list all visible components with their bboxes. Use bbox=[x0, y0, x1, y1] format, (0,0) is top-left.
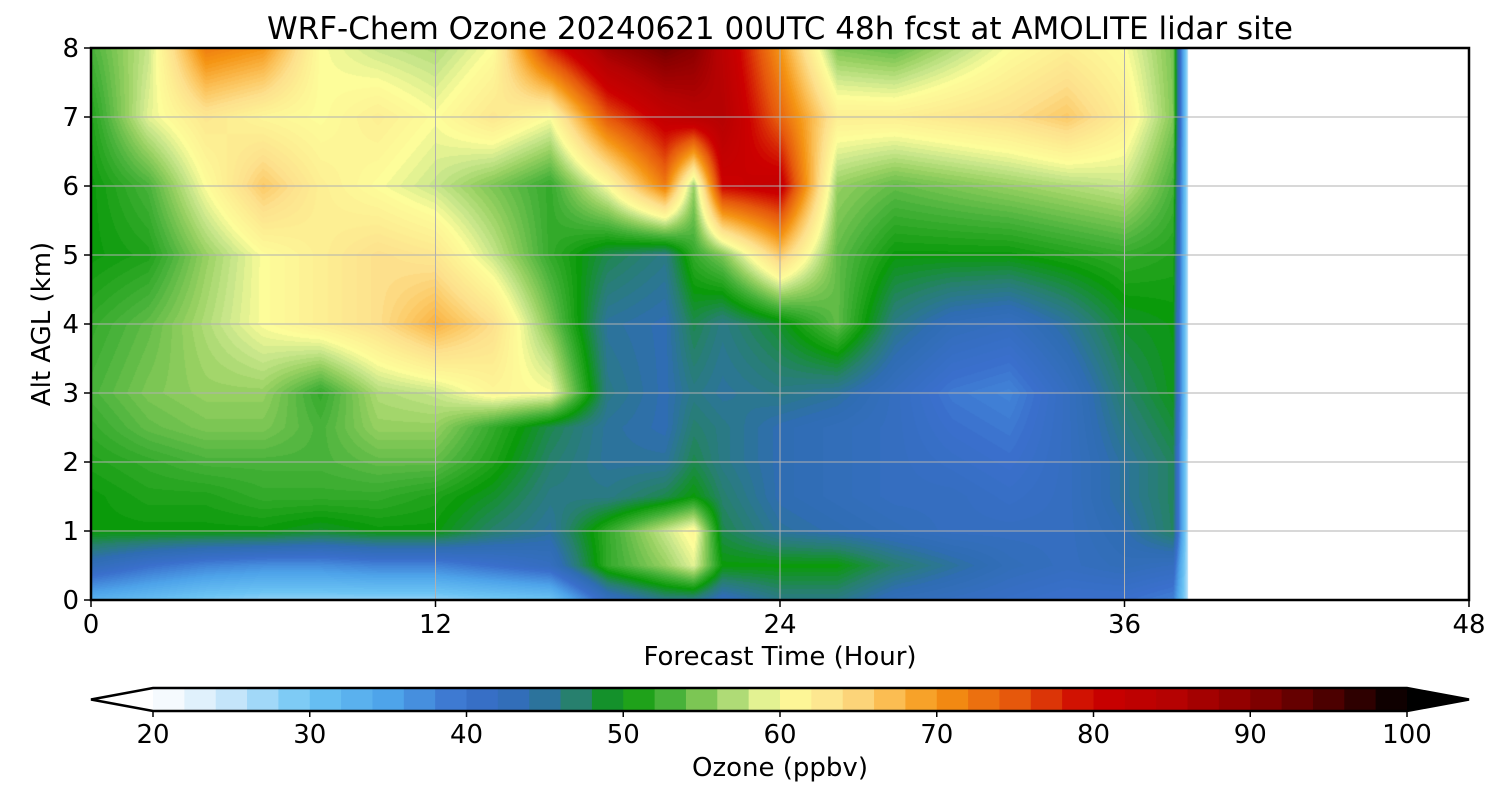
colorbar-label: Ozone (ppbv) bbox=[692, 753, 868, 783]
y-axis-label: Alt AGL (km) bbox=[27, 242, 57, 406]
colorbar-tick-label: 20 bbox=[136, 720, 169, 750]
colorbar-band bbox=[1093, 688, 1126, 711]
x-axis: 0 12 24 36 48 bbox=[83, 600, 1486, 640]
colorbar-band bbox=[1124, 688, 1157, 711]
x-tick-label: 36 bbox=[1108, 610, 1141, 640]
colorbar-band bbox=[372, 688, 405, 711]
colorbar-band bbox=[591, 688, 624, 711]
colorbar-band bbox=[1062, 688, 1095, 711]
x-tick-label: 12 bbox=[419, 610, 452, 640]
colorbar-band bbox=[780, 688, 812, 711]
y-tick-label: 1 bbox=[62, 517, 79, 547]
colorbar-band bbox=[842, 688, 875, 711]
colorbar-band bbox=[435, 688, 468, 711]
x-tick-label: 0 bbox=[83, 610, 100, 640]
x-axis-label: Forecast Time (Hour) bbox=[643, 642, 916, 672]
grid-lines bbox=[91, 48, 1469, 600]
colorbar-band bbox=[184, 688, 217, 711]
colorbar-tick-label: 100 bbox=[1382, 720, 1432, 750]
colorbar-tick-label: 50 bbox=[607, 720, 640, 750]
y-tick-label: 4 bbox=[62, 310, 79, 340]
colorbar-band bbox=[968, 688, 1001, 711]
colorbar-band bbox=[497, 688, 530, 711]
colorbar-band bbox=[466, 688, 499, 711]
colorbar-band bbox=[247, 688, 279, 711]
plot-area bbox=[89, 46, 1471, 602]
colorbar-band bbox=[811, 688, 844, 711]
colorbar-band bbox=[529, 688, 562, 711]
y-axis: 0 1 2 3 4 5 6 7 8 bbox=[62, 34, 91, 616]
colorbar-band bbox=[717, 688, 750, 711]
colorbar-band bbox=[999, 688, 1032, 711]
colorbar-band bbox=[309, 688, 342, 711]
colorbar-band bbox=[623, 688, 656, 711]
colorbar: 20 30 40 50 60 70 80 90 100 bbox=[90, 686, 1470, 750]
x-tick-label: 24 bbox=[763, 610, 796, 640]
y-tick-label: 0 bbox=[62, 586, 79, 616]
y-tick-label: 7 bbox=[62, 103, 79, 133]
colorbar-band bbox=[1375, 688, 1408, 711]
chart-title: WRF-Chem Ozone 20240621 00UTC 48h fcst a… bbox=[267, 11, 1293, 47]
colorbar-ticks: 20 30 40 50 60 70 80 90 100 bbox=[136, 711, 1432, 750]
colorbar-band bbox=[748, 688, 781, 711]
colorbar-band bbox=[905, 688, 938, 711]
x-tick-label: 48 bbox=[1452, 610, 1485, 640]
colorbar-band bbox=[1344, 688, 1377, 711]
y-tick-label: 8 bbox=[62, 34, 79, 64]
colorbar-band bbox=[1187, 688, 1220, 711]
colorbar-tick-label: 40 bbox=[450, 720, 483, 750]
colorbar-band bbox=[153, 688, 185, 711]
y-tick-label: 2 bbox=[62, 448, 79, 478]
colorbar-band bbox=[1030, 688, 1063, 711]
colorbar-band bbox=[1312, 688, 1345, 711]
colorbar-band bbox=[874, 688, 906, 711]
y-tick-label: 3 bbox=[62, 379, 79, 409]
colorbar-tick-label: 90 bbox=[1234, 720, 1267, 750]
colorbar-band bbox=[278, 688, 311, 711]
colorbar-band bbox=[1156, 688, 1189, 711]
colorbar-extend-high bbox=[1407, 688, 1469, 711]
colorbar-band bbox=[654, 688, 687, 711]
colorbar-band bbox=[685, 688, 718, 711]
colorbar-tick-label: 30 bbox=[293, 720, 326, 750]
y-tick-label: 6 bbox=[62, 172, 79, 202]
colorbar-tick-label: 70 bbox=[920, 720, 953, 750]
y-tick-label: 5 bbox=[62, 241, 79, 271]
colorbar-band bbox=[560, 688, 593, 711]
colorbar-bands bbox=[153, 688, 1408, 711]
colorbar-band bbox=[1281, 688, 1314, 711]
colorbar-band bbox=[1218, 688, 1251, 711]
colorbar-extend-low bbox=[91, 688, 153, 711]
colorbar-band bbox=[403, 688, 436, 711]
colorbar-tick-label: 60 bbox=[763, 720, 796, 750]
colorbar-band bbox=[1250, 688, 1283, 711]
colorbar-band bbox=[341, 688, 374, 711]
colorbar-band bbox=[936, 688, 969, 711]
colorbar-band bbox=[215, 688, 248, 711]
colorbar-tick-label: 80 bbox=[1077, 720, 1110, 750]
